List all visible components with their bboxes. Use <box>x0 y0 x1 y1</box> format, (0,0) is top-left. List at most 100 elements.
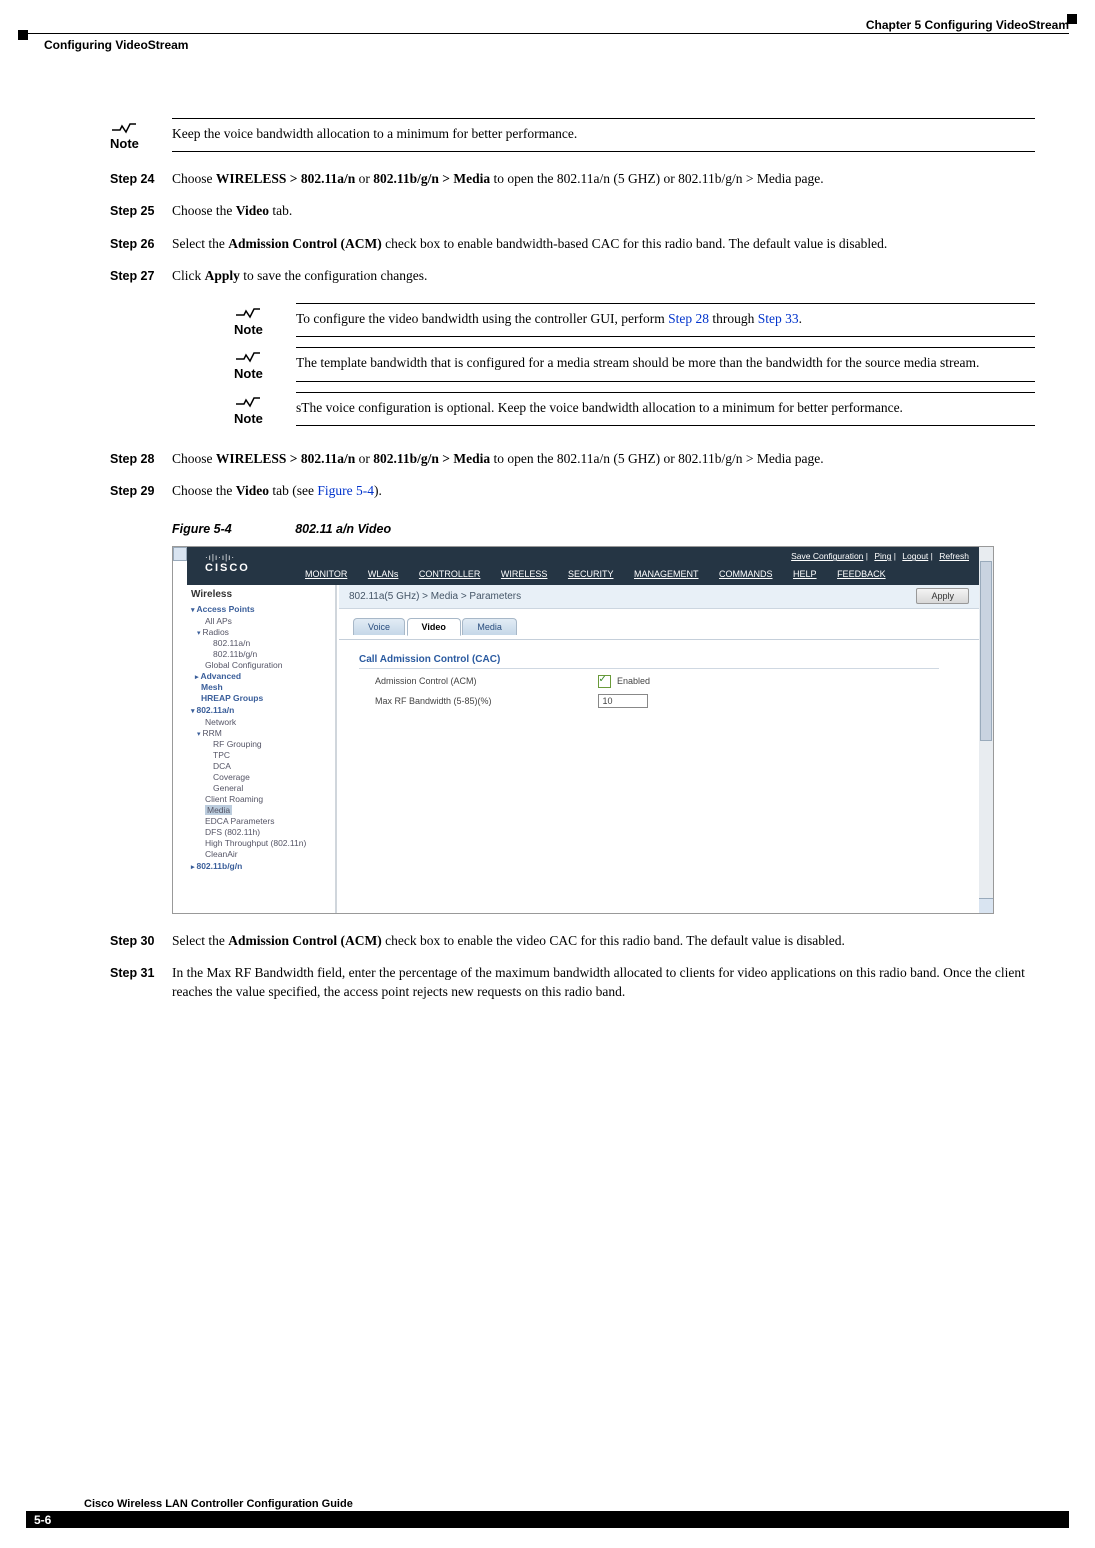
menu-monitor[interactable]: MONITOR <box>305 569 347 579</box>
menu-management[interactable]: MANAGEMENT <box>634 569 699 579</box>
sidebar-item-mesh[interactable]: Mesh <box>201 682 335 692</box>
sidebar-item[interactable]: 802.11b/g/n <box>213 649 335 659</box>
link-ping[interactable]: Ping <box>874 551 891 561</box>
text: . <box>799 311 802 326</box>
sidebar-item[interactable]: DCA <box>213 761 335 771</box>
text: Click <box>172 268 205 283</box>
enabled-label: Enabled <box>617 676 650 686</box>
step-label: Step 24 <box>110 170 172 188</box>
menu-security[interactable]: SECURITY <box>568 569 614 579</box>
text: to open the 802.11a/n (5 GHZ) or 802.11b… <box>490 451 824 466</box>
header-rule <box>26 33 1069 34</box>
max-rf-bandwidth-input[interactable]: 10 <box>598 694 648 708</box>
step-row: Step 31 In the Max RF Bandwidth field, e… <box>110 964 1035 1000</box>
note-rule-bottom <box>296 336 1035 337</box>
field-row-acm: Admission Control (ACM) Enabled <box>375 675 979 688</box>
guide-title: Cisco Wireless LAN Controller Configurat… <box>84 1498 353 1510</box>
note-icon <box>234 301 262 319</box>
sidebar-item-advanced[interactable]: Advanced <box>195 671 335 681</box>
sidebar-item[interactable]: DFS (802.11h) <box>205 827 335 837</box>
scrollbar-up-icon[interactable] <box>173 547 187 561</box>
step-row: Step 24 Choose WIRELESS > 802.11a/n or 8… <box>110 170 1035 188</box>
xref-link[interactable]: Figure 5-4 <box>317 483 374 498</box>
scrollbar-thumb[interactable] <box>980 561 992 741</box>
step-body: In the Max RF Bandwidth field, enter the… <box>172 964 1035 1000</box>
scrollbar-vertical[interactable] <box>979 547 993 913</box>
sidebar-item[interactable]: High Throughput (802.11n) <box>205 838 335 848</box>
tab-video[interactable]: Video <box>407 618 461 636</box>
page: Chapter 5 Configuring VideoStream Config… <box>0 0 1095 1548</box>
sidebar-item-80211an[interactable]: 802.11a/n <box>191 705 335 715</box>
menu-controller[interactable]: CONTROLLER <box>419 569 481 579</box>
link-refresh[interactable]: Refresh <box>939 551 969 561</box>
sidebar-item[interactable]: Coverage <box>213 772 335 782</box>
sidebar-item[interactable]: CleanAir <box>205 849 335 859</box>
link-save-config[interactable]: Save Configuration <box>791 551 863 561</box>
note-icon <box>234 345 262 363</box>
step-row: Step 25 Choose the Video tab. <box>110 202 1035 220</box>
text: tab (see <box>269 483 317 498</box>
sidebar-item[interactable]: Global Configuration <box>205 660 335 670</box>
note-icon <box>110 116 138 134</box>
sidebar-item-media[interactable]: Media <box>205 805 335 815</box>
note-block: Note The template bandwidth that is conf… <box>234 347 1035 381</box>
sidebar-item[interactable]: Network <box>205 717 335 727</box>
note-icon <box>234 390 262 408</box>
bold-text: Video <box>236 483 269 498</box>
xref-link[interactable]: Step 28 <box>668 311 709 326</box>
sidebar-item[interactable]: TPC <box>213 750 335 760</box>
text: tab. <box>269 203 292 218</box>
sidebar-item[interactable]: 802.11a/n <box>213 638 335 648</box>
sidebar-item[interactable]: All APs <box>205 616 335 626</box>
note-label: Note <box>234 410 263 428</box>
sidebar-item-access-points[interactable]: Access Points <box>191 604 335 614</box>
note-text: sThe voice configuration is optional. Ke… <box>296 399 1035 417</box>
note-text: To configure the video bandwidth using t… <box>296 310 1035 328</box>
bold-text: Video <box>236 203 269 218</box>
field-label: Max RF Bandwidth (5-85)(%) <box>375 696 595 706</box>
xref-link[interactable]: Step 33 <box>758 311 799 326</box>
text: To configure the video bandwidth using t… <box>296 311 668 326</box>
screenshot-figure: ·ı|ı·ı|ı· CISCO Save Configuration | Pin… <box>172 546 994 914</box>
content-area: Note Keep the voice bandwidth allocation… <box>110 100 1035 1015</box>
step-body: Click Apply to save the configuration ch… <box>172 267 1035 436</box>
note-rule-top <box>296 347 1035 348</box>
note-text: Keep the voice bandwidth allocation to a… <box>172 125 1035 143</box>
sidebar-item[interactable]: RRM <box>197 728 335 738</box>
doc-number: OL-21524-02 <box>1004 1516 1069 1528</box>
bold-text: WIRELESS > 802.11a/n <box>216 451 355 466</box>
menu-wlans[interactable]: WLANs <box>368 569 399 579</box>
acm-checkbox[interactable] <box>598 675 611 688</box>
menu-wireless[interactable]: WIRELESS <box>501 569 548 579</box>
tab-voice[interactable]: Voice <box>353 618 405 635</box>
bold-text: 802.11b/g/n > Media <box>373 171 490 186</box>
link-logout[interactable]: Logout <box>902 551 928 561</box>
sidebar-item-80211bgn[interactable]: 802.11b/g/n <box>191 861 335 871</box>
step-body: Select the Admission Control (ACM) check… <box>172 235 1035 253</box>
sidebar-item-hreap[interactable]: HREAP Groups <box>201 693 335 703</box>
note-rule-top <box>172 118 1035 119</box>
apply-button[interactable]: Apply <box>916 588 969 604</box>
sidebar-item[interactable]: EDCA Parameters <box>205 816 335 826</box>
top-utility-links: Save Configuration | Ping | Logout | Ref… <box>787 551 969 561</box>
menu-feedback[interactable]: FEEDBACK <box>837 569 886 579</box>
step-label: Step 27 <box>110 267 172 436</box>
sidebar-item[interactable]: Radios <box>197 627 335 637</box>
step-label: Step 25 <box>110 202 172 220</box>
note-rule-bottom <box>296 381 1035 382</box>
step-body: Choose WIRELESS > 802.11a/n or 802.11b/g… <box>172 450 1035 468</box>
menu-commands[interactable]: COMMANDS <box>719 569 773 579</box>
menu-help[interactable]: HELP <box>793 569 817 579</box>
sidebar-item[interactable]: RF Grouping <box>213 739 335 749</box>
sidebar-item[interactable]: Client Roaming <box>205 794 335 804</box>
breadcrumb: 802.11a(5 GHz) > Media > Parameters Appl… <box>339 585 979 609</box>
figure-number: Figure 5-4 <box>172 522 232 536</box>
text: Choose <box>172 451 216 466</box>
bold-text: Admission Control (ACM) <box>228 236 382 251</box>
note-rule-top <box>296 392 1035 393</box>
tab-media[interactable]: Media <box>462 618 517 635</box>
scrollbar-down-icon[interactable] <box>979 898 993 913</box>
sidebar-item[interactable]: General <box>213 783 335 793</box>
step-label: Step 30 <box>110 932 172 950</box>
text: or <box>355 451 373 466</box>
